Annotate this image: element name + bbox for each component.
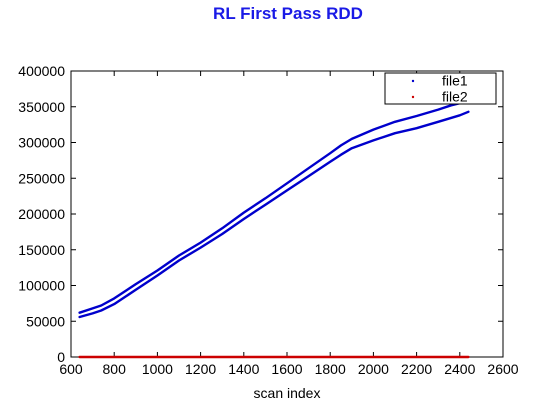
y-tick-label: 200000	[18, 206, 65, 222]
x-axis-label: scan index	[254, 385, 321, 401]
x-tick-label: 2600	[487, 361, 518, 377]
y-axis: 0 50000 100000 150000 200000 250000 300000 3500…	[18, 63, 503, 365]
series-line-series-1	[78, 110, 470, 319]
x-tick-label: 800	[103, 361, 127, 377]
y-tick-label: 350000	[18, 99, 65, 115]
y-tick-label: 300000	[18, 135, 65, 151]
x-tick-label: 1400	[228, 361, 259, 377]
x-tick-label: 1000	[142, 361, 173, 377]
y-tick-label: 400000	[18, 63, 65, 79]
chart-title: RL First Pass RDD	[213, 4, 363, 23]
x-tick-label: 600	[59, 361, 83, 377]
legend-box	[384, 72, 497, 105]
legend: file1 file2	[384, 72, 497, 105]
x-tick-label: 1200	[185, 361, 216, 377]
x-tick-label: 2400	[444, 361, 475, 377]
y-tick-label: 250000	[18, 170, 65, 186]
x-tick-label: 1600	[271, 361, 302, 377]
legend-marker-file1	[411, 79, 415, 83]
x-tick-label: 2200	[401, 361, 432, 377]
x-tick-label: 1800	[315, 361, 346, 377]
y-tick-label: 50000	[26, 313, 65, 329]
legend-marker-file2	[411, 95, 415, 99]
y-tick-label: 0	[57, 349, 65, 365]
x-axis: 600 800 1000 1200 1400 1600 1800 2000 2200 2400 26…	[59, 71, 519, 377]
plot-area	[70, 70, 504, 358]
y-tick-label: 100000	[18, 278, 65, 294]
y-tick-label: 150000	[18, 242, 65, 258]
legend-label-file2: file2	[442, 89, 468, 105]
legend-label-file1: file1	[442, 73, 468, 89]
x-tick-label: 2000	[358, 361, 389, 377]
series-layer	[78, 101, 470, 359]
series-line-file1	[78, 101, 461, 314]
